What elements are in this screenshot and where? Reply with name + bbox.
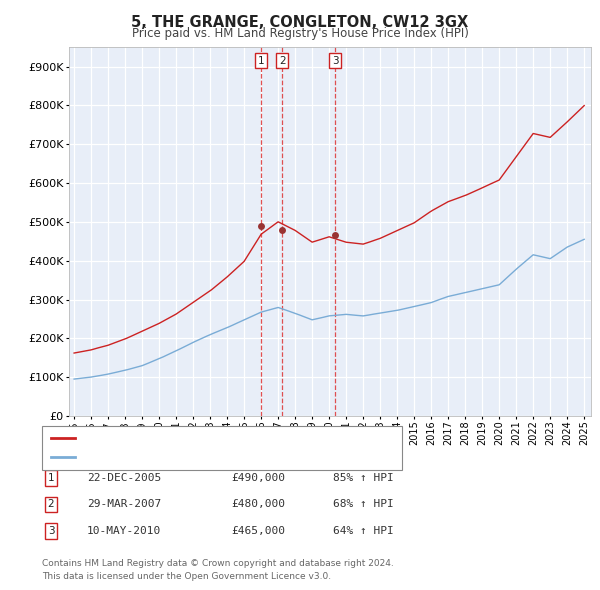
Text: 2: 2: [279, 56, 286, 66]
Text: 10-MAY-2010: 10-MAY-2010: [87, 526, 161, 536]
Text: 5, THE GRANGE, CONGLETON, CW12 3GX: 5, THE GRANGE, CONGLETON, CW12 3GX: [131, 15, 469, 30]
Text: Contains HM Land Registry data © Crown copyright and database right 2024.: Contains HM Land Registry data © Crown c…: [42, 559, 394, 568]
Text: 29-MAR-2007: 29-MAR-2007: [87, 500, 161, 509]
Text: 22-DEC-2005: 22-DEC-2005: [87, 473, 161, 483]
Text: 64% ↑ HPI: 64% ↑ HPI: [333, 526, 394, 536]
Text: HPI: Average price, detached house, Cheshire East: HPI: Average price, detached house, Ches…: [81, 452, 346, 461]
Text: 3: 3: [332, 56, 338, 66]
Text: £465,000: £465,000: [231, 526, 285, 536]
Text: This data is licensed under the Open Government Licence v3.0.: This data is licensed under the Open Gov…: [42, 572, 331, 581]
Text: 1: 1: [257, 56, 264, 66]
Text: 5, THE GRANGE, CONGLETON, CW12 3GX (detached house): 5, THE GRANGE, CONGLETON, CW12 3GX (deta…: [81, 433, 392, 442]
Text: Price paid vs. HM Land Registry's House Price Index (HPI): Price paid vs. HM Land Registry's House …: [131, 27, 469, 40]
Text: 2: 2: [47, 500, 55, 509]
Text: 1: 1: [47, 473, 55, 483]
Text: 3: 3: [47, 526, 55, 536]
Text: 68% ↑ HPI: 68% ↑ HPI: [333, 500, 394, 509]
Text: £490,000: £490,000: [231, 473, 285, 483]
Text: 85% ↑ HPI: 85% ↑ HPI: [333, 473, 394, 483]
Text: £480,000: £480,000: [231, 500, 285, 509]
